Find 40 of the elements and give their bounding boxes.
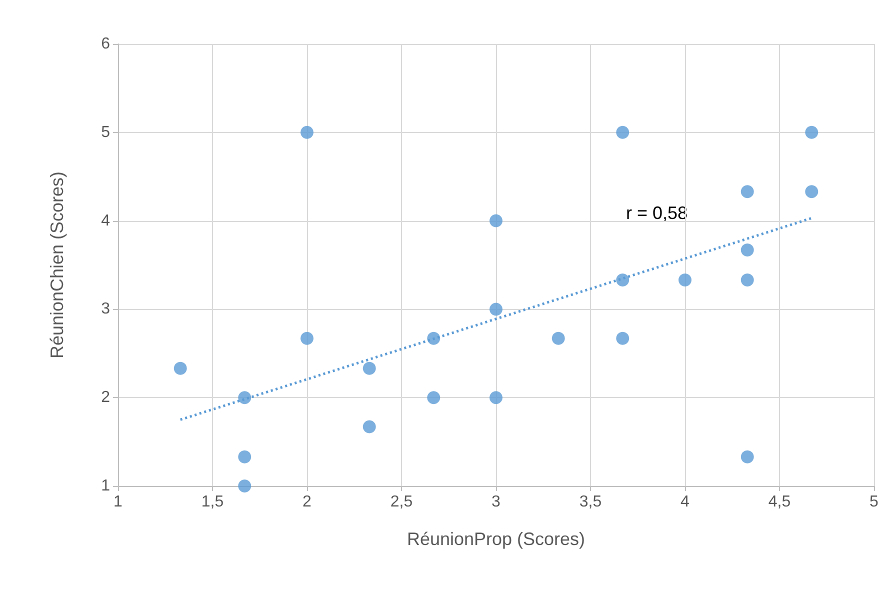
x-tick-label: 5 xyxy=(870,494,879,510)
point xyxy=(238,480,252,492)
y-tick-label: 4 xyxy=(101,212,110,230)
point xyxy=(490,391,502,404)
y-axis-title: RéunionChien (Scores) xyxy=(47,171,67,359)
point xyxy=(740,274,754,287)
y-tick-label: 1 xyxy=(101,478,110,494)
point xyxy=(805,126,818,139)
x-axis-title: RéunionProp (Scores) xyxy=(406,529,586,549)
point xyxy=(238,450,252,464)
point xyxy=(362,362,376,375)
point xyxy=(490,302,502,316)
x-tick-label: 4,5 xyxy=(768,494,791,510)
point xyxy=(490,214,502,228)
point xyxy=(616,126,630,139)
y-tick-label: 5 xyxy=(101,124,110,141)
point xyxy=(740,450,754,464)
x-tick-label: 1,5 xyxy=(201,494,224,510)
point xyxy=(616,274,630,287)
point xyxy=(740,243,754,256)
point xyxy=(174,362,187,375)
y-tick-label: 6 xyxy=(101,36,110,52)
point xyxy=(427,391,440,404)
point xyxy=(238,391,252,404)
x-tick-label: 2 xyxy=(302,494,312,510)
y-tick-label: 3 xyxy=(101,300,110,318)
point xyxy=(616,332,630,345)
x-tick-label: 1 xyxy=(114,494,123,510)
point xyxy=(300,332,314,345)
x-tick-label: 3,5 xyxy=(579,494,602,510)
point xyxy=(678,274,692,287)
point xyxy=(552,332,565,345)
y-tick-label: 2 xyxy=(101,389,110,406)
x-tick-label: 2,5 xyxy=(390,494,413,510)
point xyxy=(805,185,818,198)
point xyxy=(362,420,376,434)
x-tick-label: 4 xyxy=(680,494,690,510)
point xyxy=(300,126,314,139)
x-tick-label: 3 xyxy=(492,494,501,510)
point xyxy=(740,185,754,198)
